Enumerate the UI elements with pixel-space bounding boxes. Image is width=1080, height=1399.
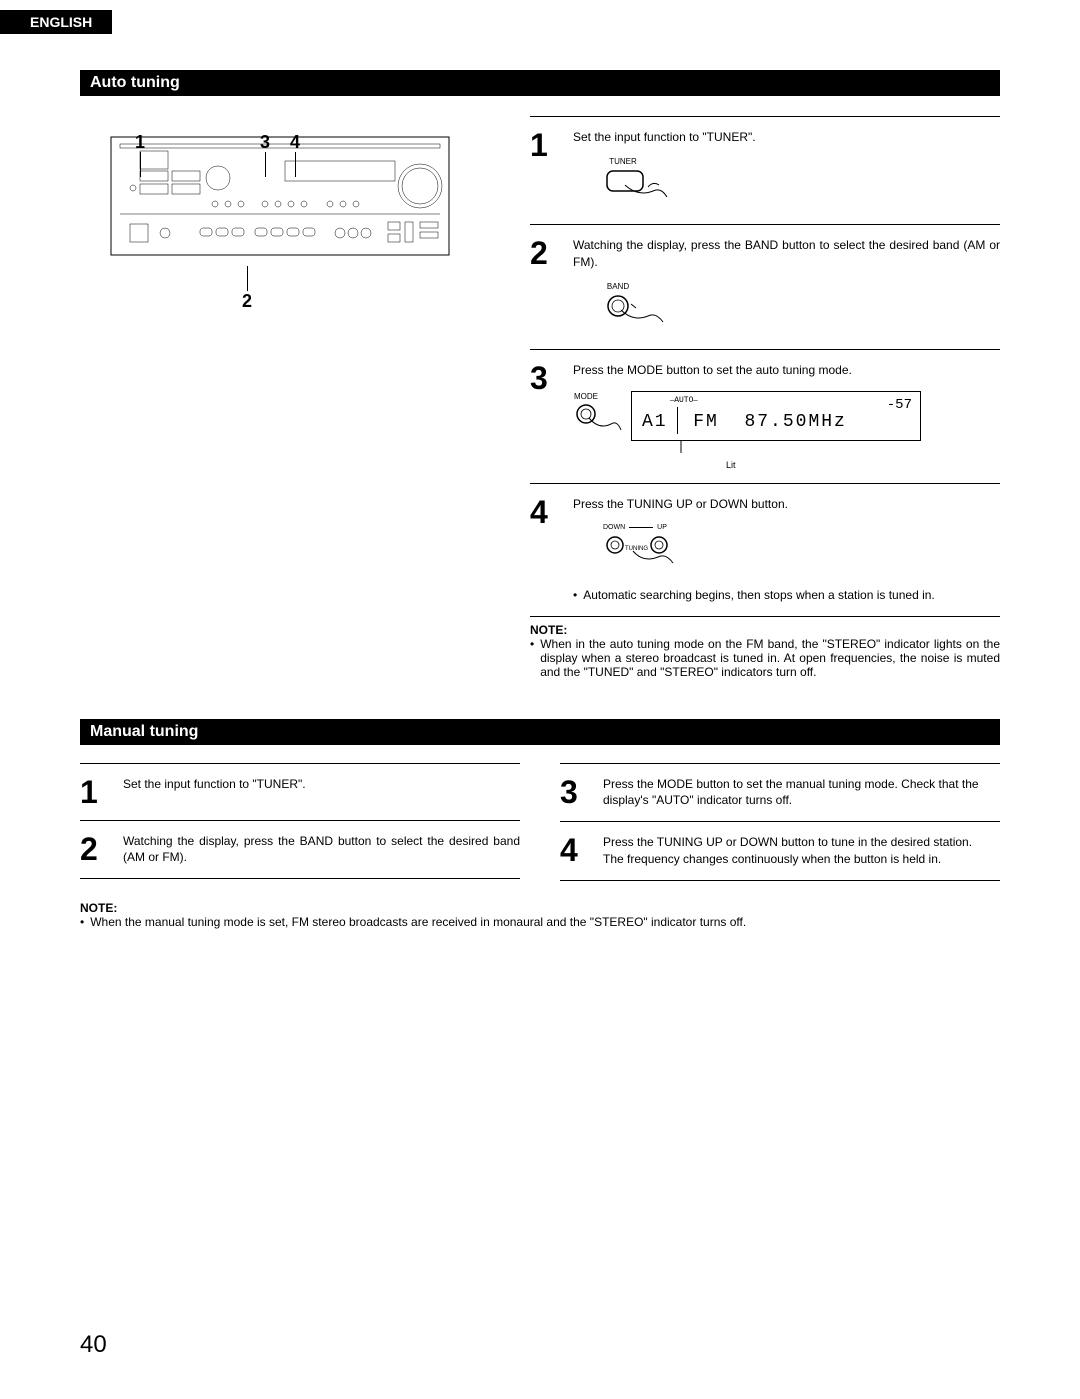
diagram-callout-1: 1 <box>135 132 145 153</box>
tuning-buttons-icon: DOWN UP TUNING <box>603 523 1000 573</box>
mode-button-icon: MODE <box>573 391 623 447</box>
page-content: Auto tuning 1 3 4 2 <box>0 0 1080 929</box>
step-number: 2 <box>80 833 108 867</box>
manual-step-3: 3 Press the MODE button to set the manua… <box>560 763 1000 822</box>
section-header-auto-tuning: Auto tuning <box>80 70 1000 96</box>
step-text-extra: The frequency changes continuously when … <box>603 851 1000 868</box>
diagram-callout-4: 4 <box>290 132 300 153</box>
step-text: Press the TUNING UP or DOWN button. <box>573 496 1000 513</box>
step-number: 4 <box>530 496 558 603</box>
auto-step-3: 3 Press the MODE button to set the auto … <box>530 349 1000 483</box>
receiver-front-diagram: 1 3 4 2 <box>110 136 450 266</box>
step-text: Watching the display, press the BAND but… <box>123 833 520 867</box>
auto-step-1: 1 Set the input function to "TUNER". TUN… <box>530 116 1000 224</box>
step-number: 3 <box>560 776 588 810</box>
step-bullet: Automatic searching begins, then stops w… <box>583 587 935 604</box>
auto-step-4: 4 Press the TUNING UP or DOWN button. DO… <box>530 483 1000 615</box>
lit-label: Lit <box>726 459 921 472</box>
step-text: Press the MODE button to set the manual … <box>603 776 1000 810</box>
step-number: 3 <box>530 362 558 471</box>
auto-step-2: 2 Watching the display, press the BAND b… <box>530 224 1000 349</box>
svg-text:TUNING: TUNING <box>625 546 648 552</box>
step-number: 2 <box>530 237 558 337</box>
step-text: Press the TUNING UP or DOWN button to tu… <box>603 834 1000 851</box>
band-button-icon: BAND <box>603 281 1000 337</box>
section-header-manual-tuning: Manual tuning <box>80 719 1000 745</box>
page-number: 40 <box>80 1331 107 1359</box>
language-tab: ENGLISH <box>0 10 112 34</box>
diagram-callout-2: 2 <box>242 291 252 312</box>
manual-tuning-note: NOTE: • When the manual tuning mode is s… <box>80 895 1000 929</box>
step-text: Press the MODE button to set the auto tu… <box>573 362 1000 379</box>
step-text: Set the input function to "TUNER". <box>123 776 520 808</box>
manual-step-4: 4 Press the TUNING UP or DOWN button to … <box>560 821 1000 881</box>
manual-step-2: 2 Watching the display, press the BAND b… <box>80 820 520 880</box>
step-number: 1 <box>530 129 558 212</box>
step-text: Watching the display, press the BAND but… <box>573 237 1000 271</box>
step-text: Set the input function to "TUNER". <box>573 129 1000 146</box>
step-number: 1 <box>80 776 108 808</box>
diagram-callout-3: 3 <box>260 132 270 153</box>
auto-tuning-note: NOTE: • When in the auto tuning mode on … <box>530 616 1000 679</box>
tuner-button-icon: TUNER <box>603 156 1000 212</box>
lcd-display: —AUTO— A1 FM 87.50MHz -57 <box>631 391 921 441</box>
step-number: 4 <box>560 834 588 868</box>
manual-step-1: 1 Set the input function to "TUNER". <box>80 763 520 820</box>
